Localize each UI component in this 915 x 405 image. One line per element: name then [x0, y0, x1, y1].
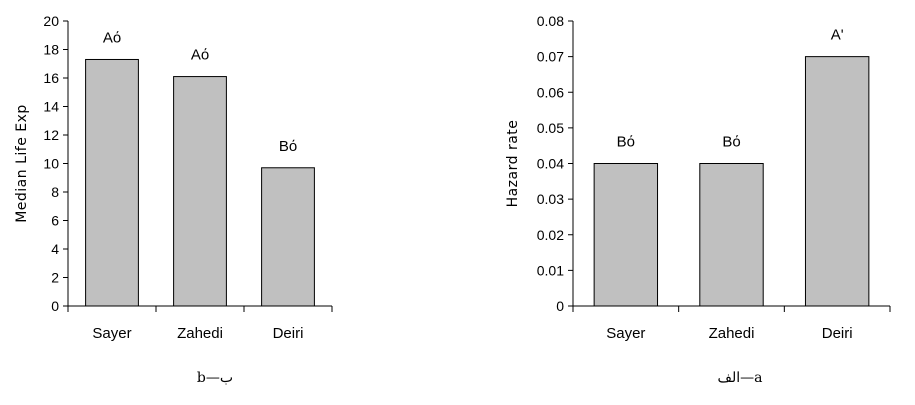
bar-significance-label: Aό — [191, 47, 209, 64]
x-category-label: Sayer — [606, 325, 645, 342]
y-tick-label: 0.04 — [537, 156, 564, 172]
y-tick-label: 0.08 — [537, 13, 564, 29]
bar-zahedi — [173, 76, 227, 307]
y-tick-label: 18 — [43, 42, 59, 58]
y-tick-label: 6 — [51, 213, 59, 229]
y-tick-label: 8 — [51, 184, 59, 200]
y-axis-title: Median Life Exp — [14, 104, 30, 223]
x-category-label: Zahedi — [177, 325, 223, 342]
panel-caption: الف—a — [717, 370, 762, 386]
bar-significance-label: Bό — [722, 134, 740, 151]
bar-zahedi — [699, 163, 764, 307]
panel-caption: b—ب — [197, 370, 233, 386]
bar-significance-label: Aό — [103, 29, 121, 46]
y-tick-label: 20 — [43, 13, 59, 29]
y-tick-label: 12 — [43, 127, 59, 143]
bar-deiri — [804, 56, 870, 307]
y-tick-label: 0.06 — [537, 84, 564, 100]
y-tick-label: 10 — [43, 156, 59, 172]
y-tick-label: 14 — [43, 99, 59, 115]
chart-panel-a: 0 0.01 0.02 0.03 0.04 0.05 0.06 0.07 0.08 Bό Sayer… — [505, 13, 891, 386]
x-category-label: Zahedi — [709, 325, 755, 342]
y-tick-label: 0.01 — [537, 262, 564, 278]
bar-sayer — [85, 58, 139, 307]
y-tick-label: 4 — [51, 241, 59, 257]
y-tick-label: 0 — [556, 298, 564, 314]
bar-significance-label: Bό — [617, 134, 635, 151]
y-tick-label: 0.05 — [537, 120, 564, 136]
y-tick-label: 2 — [51, 270, 59, 286]
x-category-label: Deiri — [822, 325, 853, 342]
chart-panel-b: 0 2 4 6 8 10 12 14 16 18 20 Aό Sayer Aό Zahedi Bό Deiri M… — [14, 13, 333, 386]
x-category-label: Sayer — [92, 325, 131, 342]
x-category-label: Deiri — [273, 325, 304, 342]
bar-significance-label: Bό — [279, 138, 297, 155]
bar-significance-label: A' — [831, 27, 844, 44]
y-tick-label: 0 — [51, 298, 59, 314]
y-axis-title: Hazard rate — [505, 120, 521, 208]
bar-deiri — [261, 167, 315, 307]
bar-sayer — [593, 163, 659, 307]
y-tick-label: 16 — [43, 70, 59, 86]
y-tick-label: 0.03 — [537, 191, 564, 207]
y-tick-label: 0.07 — [537, 49, 564, 65]
y-tick-label: 0.02 — [537, 227, 564, 243]
